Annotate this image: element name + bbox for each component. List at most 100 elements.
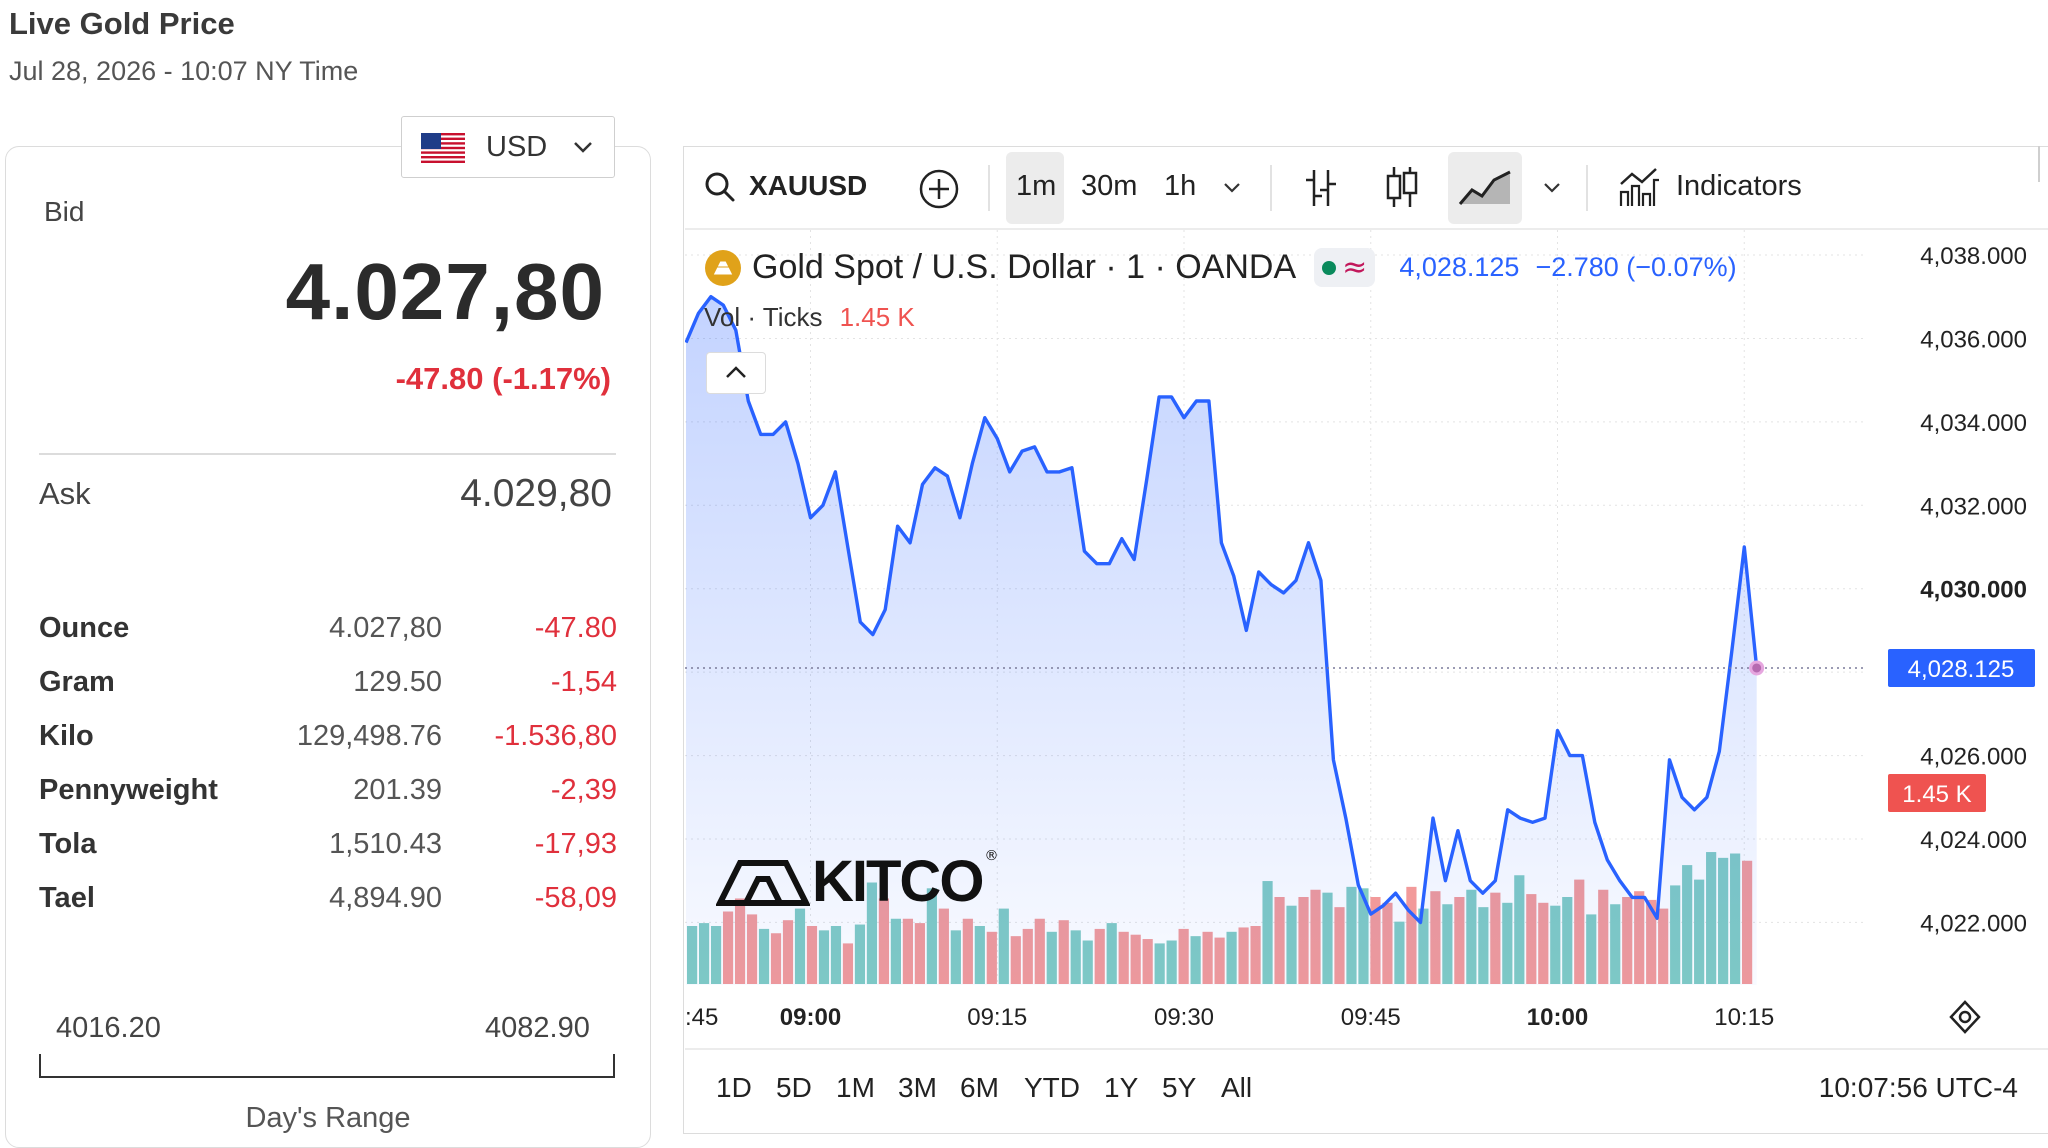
bar-chart-type-icon[interactable] — [1302, 166, 1338, 210]
price-chart[interactable]: 4,022.0004,024.0004,026.0004,028.0004,03… — [685, 230, 2048, 1048]
unit-value: 129.50 — [353, 666, 442, 698]
chart-legend: Gold Spot / U.S. Dollar · 1 · OANDA ≈ 4,… — [704, 248, 1737, 287]
price-card — [5, 146, 651, 1148]
y-tick-label: 4,032.000 — [1920, 493, 2027, 520]
day-range-low: 4016.20 — [56, 1012, 161, 1044]
plot-area — [685, 295, 1863, 985]
interval-1h[interactable]: 1h — [1164, 170, 1197, 202]
market-open-dot — [1322, 260, 1337, 275]
day-range-title: Day's Range — [245, 1102, 411, 1134]
x-tick-label: 09:00 — [780, 1004, 841, 1031]
range-1m[interactable]: 1M — [836, 1072, 875, 1103]
bottom-bar-border — [685, 1048, 2048, 1050]
last-price-value: 4,028.125 — [1399, 252, 1520, 282]
currency-label: USD — [486, 131, 548, 163]
instrument-title: Gold Spot / U.S. Dollar · 1 · OANDA — [752, 248, 1297, 286]
bid-label: Bid — [44, 196, 85, 227]
last-price-tag-text: 4,028.125 — [1908, 656, 2015, 683]
watermark-text: KITCO — [812, 849, 984, 914]
price-axis: 4,022.0004,024.0004,026.0004,028.0004,03… — [1920, 243, 2027, 937]
page-timestamp: Jul 28, 2026 - 10:07 NY Time — [9, 56, 359, 86]
range-ytd[interactable]: YTD — [1024, 1072, 1080, 1103]
market-status[interactable]: ≈ — [1314, 248, 1376, 287]
add-symbol-icon[interactable] — [918, 168, 960, 210]
chevron-down-icon[interactable] — [1222, 180, 1242, 196]
unit-change: -1.536,80 — [494, 720, 617, 752]
ask-label: Ask — [39, 476, 91, 511]
gold-symbol-icon — [705, 249, 741, 286]
search-icon[interactable] — [704, 171, 736, 205]
range-1y[interactable]: 1Y — [1104, 1072, 1139, 1103]
unit-name: Tael — [39, 882, 95, 914]
ask-price: 4.029,80 — [460, 472, 612, 515]
unit-name: Tola — [39, 828, 97, 860]
range-5y[interactable]: 5Y — [1162, 1072, 1197, 1103]
settings-icon[interactable] — [1948, 1000, 1982, 1034]
unit-change: -2,39 — [550, 774, 617, 806]
y-tick-label: 4,038.000 — [1920, 243, 2027, 270]
interval-30m[interactable]: 30m — [1081, 170, 1138, 202]
day-range-bar — [39, 1054, 615, 1078]
toolbar-separator — [1270, 165, 1272, 211]
unit-value: 4,894.90 — [329, 882, 442, 914]
unit-name: Gram — [39, 666, 115, 698]
unit-row-ounce: Ounce 4.027,80 -47.80 — [39, 612, 617, 652]
collapse-legend-button[interactable] — [706, 352, 766, 394]
unit-value: 129,498.76 — [296, 720, 442, 752]
last-price-dot — [1749, 660, 1765, 676]
registered-mark: ® — [984, 848, 999, 864]
chevron-up-icon — [726, 366, 746, 378]
volume-tag-text: 1.45 K — [1902, 781, 1971, 808]
indicators-button[interactable]: Indicators — [1676, 170, 1802, 202]
bid-change: -47.80 (-1.17%) — [395, 361, 611, 396]
widget-edge — [2038, 146, 2040, 182]
x-tick-label: 10:00 — [1527, 1004, 1588, 1031]
chevron-down-icon[interactable] — [1542, 180, 1562, 196]
unit-value: 1,510.43 — [329, 828, 442, 860]
unit-change: -1,54 — [550, 666, 617, 698]
y-tick-label: 4,024.000 — [1920, 827, 2027, 854]
volume-value: 1.45 K — [839, 302, 915, 332]
range-5d[interactable]: 5D — [776, 1072, 812, 1103]
chart-clock[interactable]: 10:07:56 UTC-4 — [1818, 1072, 2018, 1103]
time-axis: :45 09:00 09:15 09:30 09:45 10:00 10:15 — [685, 1004, 1774, 1031]
range-1d[interactable]: 1D — [716, 1072, 752, 1103]
unit-row-tael: Tael 4,894.90 -58,09 — [39, 882, 617, 922]
indicators-icon[interactable] — [1618, 166, 1660, 208]
x-tick-label: 09:15 — [967, 1004, 1027, 1031]
volume-label: Vol · Ticks — [704, 302, 823, 332]
range-all[interactable]: All — [1221, 1072, 1253, 1103]
y-tick-label: 4,030.000 — [1920, 577, 2027, 604]
chevron-down-icon — [574, 142, 592, 153]
unit-change: -47.80 — [534, 612, 617, 644]
kitco-logo-icon — [716, 859, 810, 906]
currency-selector[interactable]: USD — [401, 116, 615, 178]
candles-icon[interactable] — [1384, 164, 1420, 210]
area-chart-icon[interactable] — [1458, 168, 1512, 208]
unit-row-kilo: Kilo 129,498.76 -1.536,80 — [39, 720, 617, 760]
unit-change: -17,93 — [534, 828, 617, 860]
unit-value: 4.027,80 — [329, 612, 442, 644]
x-tick-label: 09:45 — [1341, 1004, 1401, 1031]
volume-legend: Vol · Ticks 1.45 K — [704, 302, 915, 333]
last-price-tag — [1888, 648, 2035, 687]
last-change-value: −2.780 (−0.07%) — [1535, 252, 1737, 282]
interval-active-bg — [1006, 152, 1064, 224]
day-range-high: 4082.90 — [485, 1012, 590, 1044]
price-line — [685, 295, 1759, 925]
range-6m[interactable]: 6M — [960, 1072, 999, 1103]
page-title: Live Gold Price — [9, 6, 235, 41]
symbol-search[interactable]: XAUUSD — [749, 170, 868, 201]
bid-price: 4.027,80 — [285, 247, 605, 336]
y-tick-label: 4,022.000 — [1920, 910, 2027, 937]
y-tick-label: 4,026.000 — [1920, 744, 2027, 771]
interval-1m[interactable]: 1m — [1016, 170, 1057, 202]
toolbar-separator — [1586, 165, 1588, 211]
unit-value: 201.39 — [353, 774, 442, 806]
x-tick-label: :45 — [685, 1004, 718, 1031]
unit-name: Kilo — [39, 720, 94, 752]
x-tick-label: 10:15 — [1714, 1004, 1774, 1031]
toolbar-separator — [988, 165, 990, 211]
range-3m[interactable]: 3M — [898, 1072, 937, 1103]
unit-row-pennyweight: Pennyweight 201.39 -2,39 — [39, 774, 617, 814]
